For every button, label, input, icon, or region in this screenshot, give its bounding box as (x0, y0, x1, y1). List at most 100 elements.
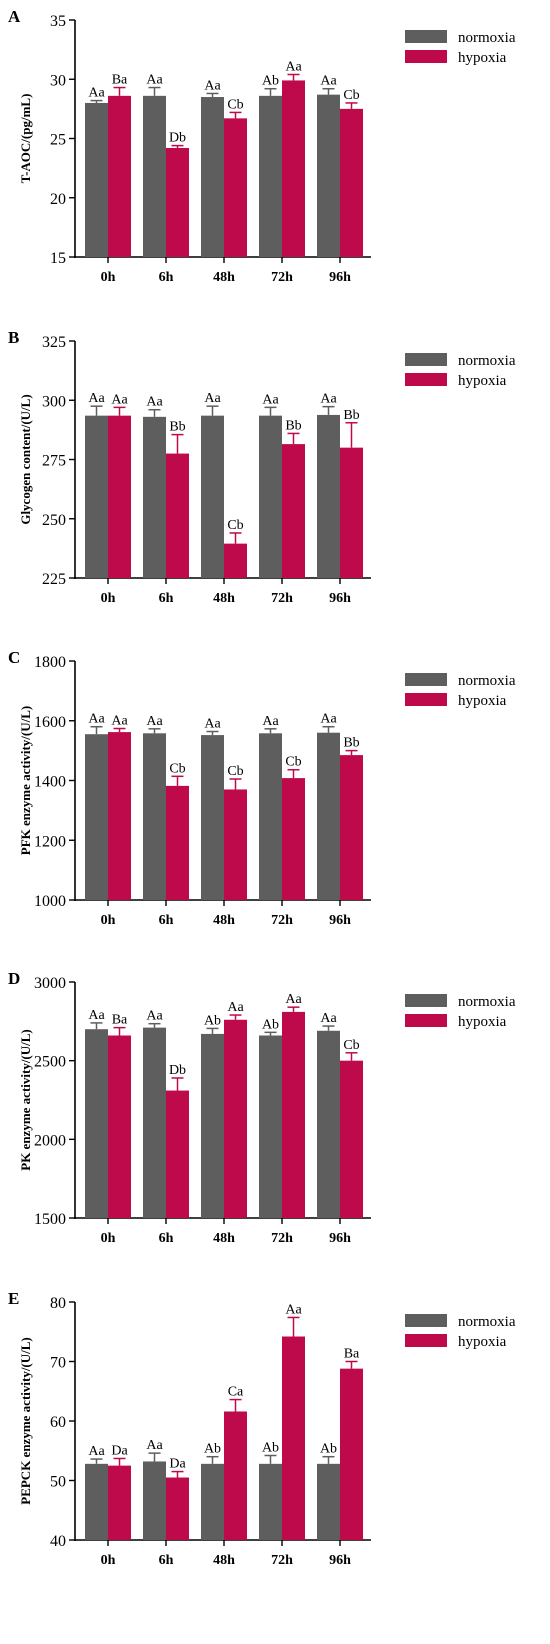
legend-swatch-normoxia (405, 994, 447, 1007)
legend-label-normoxia: normoxia (458, 353, 516, 369)
bar-hypoxia-72h (282, 444, 305, 578)
y-tick-label: 1500 (34, 1211, 66, 1228)
bar-hypoxia-0h (108, 732, 131, 900)
bar-normoxia-48h (201, 97, 224, 258)
x-tick-label: 72h (271, 913, 293, 928)
legend-swatch-hypoxia (405, 693, 447, 706)
significance-label: Ca (228, 1385, 244, 1400)
significance-label: Aa (320, 712, 337, 727)
significance-label: Cb (343, 1038, 359, 1053)
legend-label-hypoxia: hypoxia (458, 373, 507, 389)
legend-label-normoxia: normoxia (458, 994, 516, 1010)
significance-label: Aa (111, 714, 128, 729)
x-tick-label: 72h (271, 1231, 293, 1246)
significance-label: Bb (169, 420, 185, 435)
panel-label: A (8, 7, 21, 26)
significance-label: Da (111, 1443, 128, 1458)
bar-normoxia-6h (143, 1027, 166, 1218)
bar-normoxia-6h (143, 1461, 166, 1540)
x-tick-label: 48h (213, 270, 235, 285)
y-tick-label: 80 (50, 1295, 66, 1312)
legend-label-hypoxia: hypoxia (458, 50, 507, 66)
significance-label: Bb (285, 418, 301, 433)
y-tick-label: 15 (50, 250, 66, 267)
x-tick-label: 96h (329, 1231, 351, 1246)
bar-normoxia-72h (259, 733, 282, 900)
bar-normoxia-96h (317, 94, 340, 257)
bar-normoxia-6h (143, 95, 166, 257)
significance-label: Aa (88, 391, 105, 406)
x-tick-label: 6h (159, 270, 174, 285)
x-tick-label: 48h (213, 1231, 235, 1246)
x-tick-label: 72h (271, 270, 293, 285)
bar-normoxia-0h (85, 1029, 108, 1218)
significance-label: Ab (262, 1017, 279, 1032)
significance-label: Cb (227, 518, 243, 533)
x-tick-label: 0h (101, 913, 116, 928)
significance-label: Aa (204, 717, 221, 732)
bar-normoxia-72h (259, 1463, 282, 1540)
x-tick-label: 0h (101, 270, 116, 285)
bar-hypoxia-6h (166, 147, 189, 257)
x-tick-label: 72h (271, 1553, 293, 1568)
significance-label: Aa (285, 60, 302, 75)
y-tick-label: 2000 (34, 1132, 66, 1149)
x-tick-label: 0h (101, 1553, 116, 1568)
significance-label: Aa (88, 712, 105, 727)
panel-label: C (8, 648, 20, 667)
significance-label: Ba (344, 1347, 360, 1362)
bar-hypoxia-6h (166, 1477, 189, 1540)
significance-label: Aa (320, 1011, 337, 1026)
significance-label: Aa (146, 1438, 163, 1453)
legend-label-hypoxia: hypoxia (458, 693, 507, 709)
significance-label: Cb (227, 764, 243, 779)
significance-label: Ab (262, 74, 279, 89)
significance-label: Aa (204, 78, 221, 93)
y-tick-label: 1400 (34, 774, 66, 791)
legend-swatch-normoxia (405, 30, 447, 43)
x-tick-label: 96h (329, 1553, 351, 1568)
y-tick-label: 40 (50, 1533, 66, 1550)
significance-label: Cb (227, 97, 243, 112)
significance-label: Aa (285, 992, 302, 1007)
bar-hypoxia-96h (340, 1368, 363, 1540)
significance-label: Cb (285, 755, 301, 770)
bar-hypoxia-48h (224, 1411, 247, 1540)
y-tick-label: 2500 (34, 1054, 66, 1071)
bar-normoxia-0h (85, 1463, 108, 1540)
bar-hypoxia-72h (282, 1336, 305, 1540)
bar-normoxia-96h (317, 1463, 340, 1540)
x-tick-label: 48h (213, 591, 235, 606)
significance-label: Ab (204, 1442, 221, 1457)
y-axis-label: PEPCK enzyme activity/(U/L) (18, 1337, 33, 1505)
bar-hypoxia-0h (108, 95, 131, 257)
significance-label: Bb (343, 736, 359, 751)
significance-label: Aa (146, 1009, 163, 1024)
legend-swatch-normoxia (405, 353, 447, 366)
bar-normoxia-48h (201, 415, 224, 578)
bar-hypoxia-48h (224, 789, 247, 900)
legend-label-normoxia: normoxia (458, 673, 516, 689)
bar-hypoxia-48h (224, 543, 247, 578)
legend-swatch-hypoxia (405, 373, 447, 386)
x-tick-label: 6h (159, 913, 174, 928)
x-tick-label: 6h (159, 1231, 174, 1246)
bar-hypoxia-0h (108, 1465, 131, 1540)
significance-label: Aa (146, 714, 163, 729)
significance-label: Aa (146, 395, 163, 410)
bar-hypoxia-96h (340, 108, 363, 257)
bar-normoxia-48h (201, 1033, 224, 1218)
bar-hypoxia-72h (282, 1011, 305, 1218)
bar-hypoxia-72h (282, 778, 305, 900)
significance-label: Da (169, 1457, 186, 1472)
significance-label: Cb (343, 88, 359, 103)
bar-normoxia-48h (201, 735, 224, 900)
significance-label: Bb (343, 408, 359, 423)
significance-label: Aa (262, 392, 279, 407)
legend-label-normoxia: normoxia (458, 1314, 516, 1330)
bar-hypoxia-0h (108, 415, 131, 578)
y-axis-label: PK enzyme activity/(U/L) (18, 1029, 33, 1171)
significance-label: Ab (320, 1442, 337, 1457)
bar-normoxia-6h (143, 733, 166, 900)
